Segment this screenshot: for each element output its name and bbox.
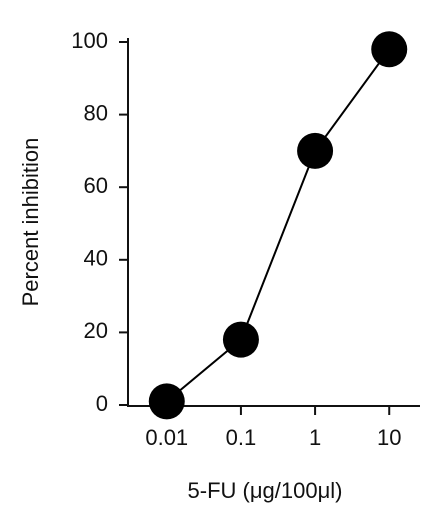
- marker: [371, 31, 408, 68]
- y-tick-label: 80: [84, 100, 108, 125]
- x-tick-label: 10: [377, 425, 401, 450]
- x-tick-label: 0.01: [145, 425, 188, 450]
- x-axis-label: 5-FU (μg/100μl): [188, 478, 343, 503]
- y-tick-label: 20: [84, 318, 108, 343]
- x-tick-label: 1: [309, 425, 321, 450]
- series-line: [166, 48, 391, 403]
- y-tick-label: 100: [71, 28, 108, 53]
- y-tick-label: 60: [84, 173, 108, 198]
- marker: [222, 321, 259, 358]
- y-axis-label: Percent inhibition: [18, 138, 43, 307]
- y-tick-label: 40: [84, 246, 108, 271]
- marker: [297, 132, 334, 169]
- x-tick-label: 0.1: [226, 425, 257, 450]
- y-tick-label: 0: [96, 391, 108, 416]
- marker: [148, 383, 185, 420]
